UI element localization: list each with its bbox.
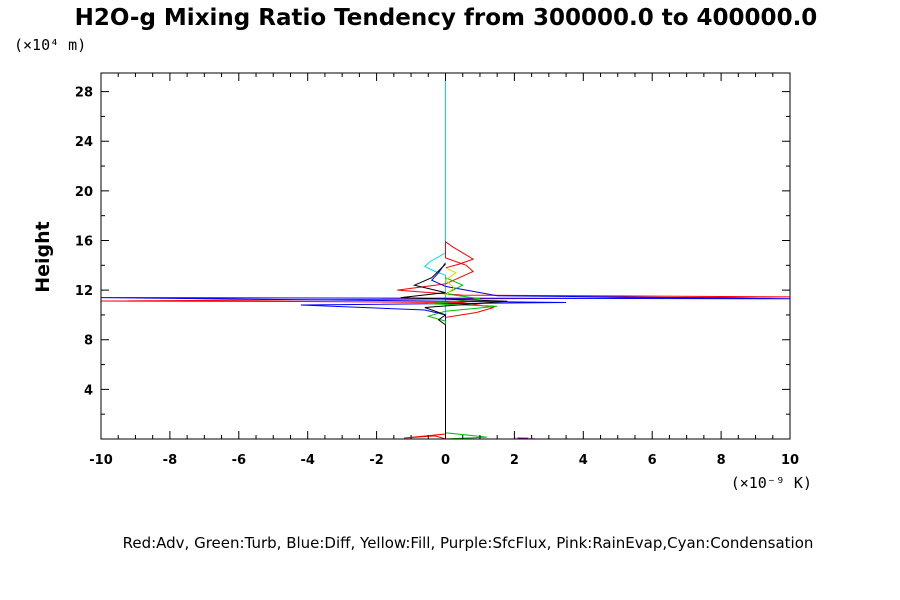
series-line-0 [423,73,446,439]
legend-text: Red:Adv, Green:Turb, Blue:Diff, Yellow:F… [123,534,814,552]
y-tick-label: 20 [75,185,93,200]
x-tick-label: 4 [579,453,588,468]
series-line-5 [444,267,457,296]
x-tick-label: -10 [89,453,113,468]
x-tick-label: -6 [232,453,246,468]
y-tick-label: 24 [75,135,93,150]
y-tick-label: 4 [84,383,93,398]
x-tick-label: 2 [510,453,519,468]
y-tick-label: 8 [84,334,93,349]
x-tick-label: -4 [300,453,314,468]
series-group [101,73,790,439]
series-line-4 [400,263,508,433]
x-tick-label: 0 [441,453,450,468]
ticks-group [100,73,791,439]
x-tick-label: 6 [648,453,657,468]
y-tick-label: 28 [75,86,93,101]
plot-frame [100,72,791,440]
x-multiplier-label: (×10⁻⁹ K) [731,474,812,492]
x-tick-label: 8 [717,453,726,468]
series-line-2 [101,262,790,439]
x-tick-label: 10 [781,453,799,468]
y-tick-label: 16 [75,234,93,249]
y-axis-label: Height [32,221,54,293]
y-multiplier-label: (×10⁴ m) [14,36,86,54]
x-tick-label: -2 [369,453,383,468]
y-tick-label: 12 [75,284,93,299]
x-tick-label: -8 [163,453,177,468]
chart-title: H2O-g Mixing Ratio Tendency from 300000.… [75,5,818,31]
